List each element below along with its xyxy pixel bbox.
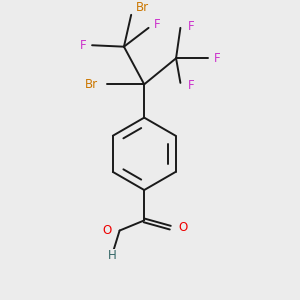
Text: O: O bbox=[178, 221, 188, 234]
Text: Br: Br bbox=[85, 78, 98, 91]
Text: F: F bbox=[154, 19, 161, 32]
Text: F: F bbox=[188, 79, 194, 92]
Text: O: O bbox=[102, 224, 112, 237]
Text: F: F bbox=[214, 52, 220, 65]
Text: Br: Br bbox=[136, 1, 148, 14]
Text: H: H bbox=[108, 249, 117, 262]
Text: F: F bbox=[80, 39, 86, 52]
Text: F: F bbox=[188, 20, 194, 33]
